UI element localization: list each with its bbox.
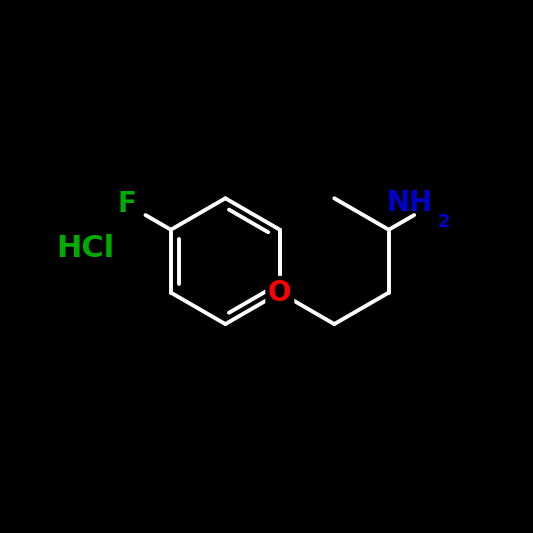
Text: F: F: [118, 190, 136, 219]
Text: HCl: HCl: [56, 234, 115, 263]
Text: 2: 2: [438, 213, 450, 231]
Text: NH: NH: [386, 189, 432, 217]
Text: O: O: [268, 279, 292, 306]
